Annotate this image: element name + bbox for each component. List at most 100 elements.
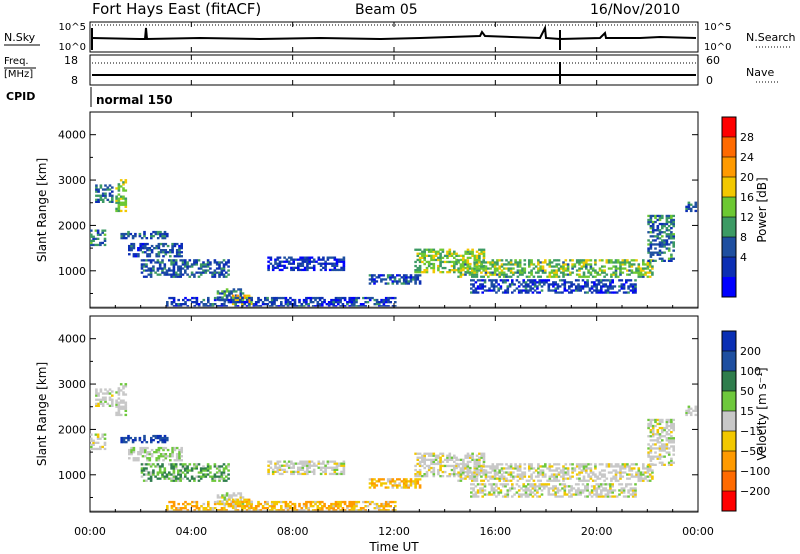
data-cell bbox=[559, 471, 563, 474]
data-cell bbox=[482, 254, 486, 257]
data-cell bbox=[171, 251, 174, 254]
data-cell bbox=[257, 505, 260, 508]
data-cell bbox=[455, 462, 458, 466]
data-cell bbox=[140, 475, 144, 478]
data-cell bbox=[480, 464, 483, 468]
data-cell bbox=[333, 264, 337, 267]
data-cell bbox=[651, 471, 654, 474]
data-cell bbox=[672, 257, 675, 260]
data-cell bbox=[134, 235, 137, 238]
data-cell bbox=[318, 305, 322, 308]
colorbar-tick-label: 16 bbox=[740, 191, 754, 204]
data-cell bbox=[630, 475, 634, 478]
data-cell bbox=[547, 487, 551, 490]
data-cell bbox=[172, 301, 176, 304]
data-cell bbox=[101, 445, 104, 449]
data-cell bbox=[644, 273, 647, 276]
data-cell bbox=[601, 463, 604, 466]
data-cell bbox=[670, 422, 673, 426]
data-cell bbox=[150, 439, 153, 442]
data-cell bbox=[619, 473, 622, 476]
data-cell bbox=[628, 263, 631, 266]
data-cell bbox=[670, 459, 673, 462]
data-cell bbox=[632, 271, 636, 274]
data-cell bbox=[342, 264, 346, 267]
data-cell bbox=[658, 455, 662, 458]
data-cell bbox=[207, 502, 210, 506]
data-cell bbox=[476, 489, 480, 492]
data-cell bbox=[299, 262, 302, 265]
data-cell bbox=[480, 275, 483, 278]
data-cell bbox=[502, 479, 506, 482]
data-cell bbox=[480, 471, 483, 474]
data-cell bbox=[562, 265, 565, 268]
data-cell bbox=[548, 259, 552, 262]
data-cell bbox=[614, 261, 618, 264]
data-cell bbox=[667, 233, 671, 236]
data-cell bbox=[127, 439, 130, 442]
data-cell bbox=[496, 263, 499, 266]
data-cell bbox=[353, 298, 356, 302]
data-cell bbox=[97, 404, 100, 407]
data-cell bbox=[334, 509, 338, 512]
data-cell bbox=[582, 475, 586, 478]
data-cell bbox=[188, 275, 192, 278]
data-cell bbox=[353, 505, 356, 508]
data-cell bbox=[544, 271, 547, 274]
data-cell bbox=[305, 296, 308, 300]
data-cell bbox=[343, 500, 347, 504]
data-cell bbox=[127, 230, 130, 234]
data-cell bbox=[285, 266, 289, 269]
data-cell bbox=[120, 237, 123, 240]
data-cell bbox=[216, 502, 220, 505]
data-cell bbox=[555, 467, 558, 470]
data-cell bbox=[97, 402, 100, 405]
data-cell bbox=[150, 251, 154, 254]
data-cell bbox=[188, 463, 192, 466]
data-cell bbox=[149, 267, 153, 270]
data-cell bbox=[493, 265, 497, 268]
data-cell bbox=[202, 269, 205, 272]
data-cell bbox=[308, 470, 311, 473]
data-cell bbox=[163, 237, 167, 240]
data-cell bbox=[464, 454, 467, 457]
data-cell bbox=[294, 266, 298, 269]
data-cell bbox=[648, 261, 652, 264]
data-cell bbox=[366, 296, 370, 300]
data-cell bbox=[371, 500, 374, 504]
data-cell bbox=[430, 254, 433, 257]
data-cell bbox=[479, 285, 482, 288]
data-cell bbox=[225, 271, 228, 274]
data-cell bbox=[500, 259, 504, 262]
data-cell bbox=[547, 493, 551, 496]
data-cell bbox=[331, 460, 334, 463]
data-cell bbox=[396, 484, 399, 487]
data-cell bbox=[99, 186, 103, 189]
data-cell bbox=[278, 464, 282, 467]
data-cell bbox=[117, 407, 121, 410]
data-cell bbox=[453, 466, 456, 470]
data-cell bbox=[115, 403, 118, 406]
data-cell bbox=[522, 483, 525, 486]
data-cell bbox=[169, 251, 172, 254]
data-cell bbox=[478, 456, 481, 459]
data-cell bbox=[600, 279, 603, 282]
data-cell bbox=[667, 453, 671, 456]
data-cell bbox=[245, 298, 249, 302]
data-cell bbox=[663, 239, 666, 242]
data-cell bbox=[480, 456, 483, 459]
data-cell bbox=[324, 268, 327, 272]
data-cell bbox=[479, 279, 482, 282]
data-cell bbox=[157, 455, 161, 458]
data-cell bbox=[340, 258, 343, 261]
data-cell bbox=[578, 477, 581, 480]
data-cell bbox=[131, 235, 135, 238]
data-cell bbox=[487, 479, 490, 482]
data-cell bbox=[128, 253, 131, 256]
data-cell bbox=[524, 485, 528, 488]
data-cell bbox=[285, 462, 289, 465]
data-cell bbox=[648, 475, 652, 478]
data-cell bbox=[580, 471, 584, 474]
data-cell bbox=[340, 260, 343, 263]
data-cell bbox=[332, 303, 335, 306]
